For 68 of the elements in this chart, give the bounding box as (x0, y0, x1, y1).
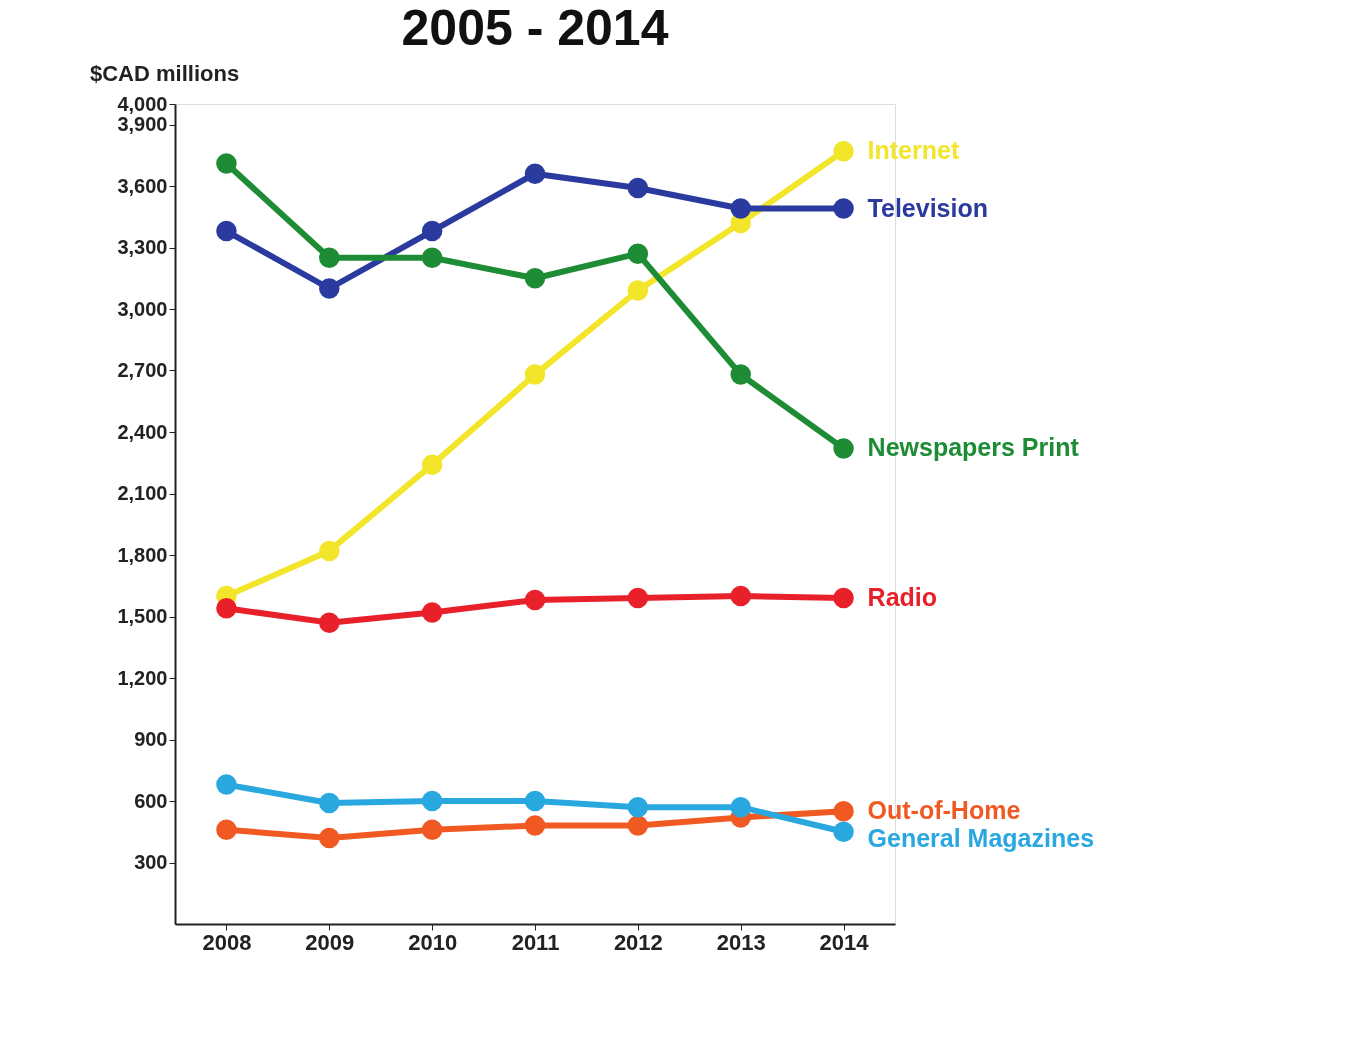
point (421, 790, 443, 812)
point (319, 792, 340, 814)
series-label: Internet (867, 136, 960, 165)
point (627, 243, 649, 264)
point (319, 827, 340, 849)
point (524, 815, 546, 836)
y-tick-label: 3,900 (117, 113, 168, 135)
point (421, 247, 443, 268)
point (730, 796, 751, 818)
y-tick-label: 3,300 (117, 236, 168, 258)
point (627, 177, 649, 199)
x-tick-label: 2009 (305, 929, 355, 955)
point (524, 268, 546, 289)
point (216, 153, 237, 174)
y-tick-label: 1,500 (117, 605, 168, 627)
point (833, 587, 854, 609)
point (319, 247, 340, 268)
point (216, 819, 237, 840)
x-tick-label: 2008 (202, 929, 252, 955)
point (216, 220, 237, 242)
y-tick-label: 900 (134, 728, 168, 750)
point (833, 438, 854, 459)
y-tick-label: 1,200 (117, 666, 168, 689)
y-tick-label: 4,000 (117, 92, 168, 115)
x-tick-label: 2012 (613, 929, 663, 955)
point (627, 815, 649, 836)
point (524, 790, 546, 812)
point (216, 598, 237, 619)
y-tick-label: 3,000 (117, 297, 168, 320)
point (833, 198, 854, 219)
point (319, 540, 340, 562)
point (833, 821, 854, 842)
series-label: Television (867, 193, 988, 222)
point (627, 796, 649, 818)
point (524, 163, 546, 184)
point (627, 587, 649, 609)
x-tick-label: 2011 (511, 929, 560, 955)
point (627, 280, 649, 301)
point (730, 364, 751, 385)
y-tick-label: 1,800 (117, 543, 168, 566)
point (524, 589, 546, 611)
x-tick-label: 2010 (408, 929, 458, 955)
y-tick-label: 2,700 (117, 359, 168, 381)
series-label: General Magazines (867, 824, 1095, 853)
x-tick-label: 2014 (819, 929, 870, 955)
point (216, 774, 237, 795)
series-label: Out-of-Home (867, 796, 1021, 825)
y-tick-label: 300 (134, 851, 168, 873)
series-label: Radio (867, 583, 938, 612)
point (421, 220, 443, 242)
point (524, 364, 546, 385)
point (421, 819, 443, 840)
point (730, 198, 751, 219)
point (833, 801, 854, 822)
y-tick-label: 2,400 (117, 420, 168, 443)
point (421, 602, 443, 623)
point (421, 454, 443, 476)
point (319, 612, 340, 633)
y-axis-title: $CAD millions (90, 61, 240, 86)
chart-title: 2005 - 2014 (401, 0, 669, 56)
point (319, 278, 340, 299)
point (833, 140, 854, 162)
series-label: Newspapers Print (867, 433, 1080, 462)
y-tick-label: 600 (134, 789, 168, 812)
y-tick-label: 2,100 (117, 482, 168, 504)
point (730, 585, 751, 607)
y-tick-label: 3,600 (117, 174, 168, 197)
x-tick-label: 2013 (716, 929, 766, 955)
